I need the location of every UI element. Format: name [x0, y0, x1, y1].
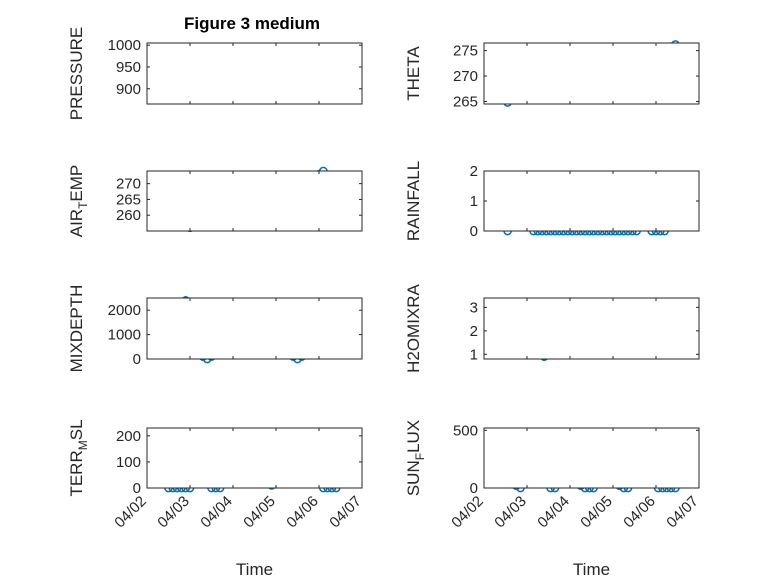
y-axis-label: AIRTEMP	[67, 165, 90, 238]
y-tick-label: 500	[453, 422, 478, 439]
axes-box	[146, 42, 363, 105]
y-tick-label: 0	[133, 480, 141, 497]
y-tick-label: 270	[453, 68, 478, 85]
x-tick-label: 04/07	[663, 493, 702, 532]
axes-box	[146, 170, 363, 232]
axes-box	[483, 42, 700, 105]
y-axis-label: THETA	[404, 46, 423, 101]
y-tick-label: 2000	[108, 302, 141, 319]
x-tick-label: 04/05	[240, 493, 279, 532]
y-tick-label: 1000	[108, 327, 141, 344]
x-tick-label: 04/06	[283, 493, 322, 532]
x-tick-label: 04/02	[448, 493, 487, 532]
axes-box	[483, 170, 700, 232]
y-tick-label: 265	[116, 191, 141, 208]
x-axis-label: Time	[573, 560, 610, 579]
y-axis-label: PRESSURE	[67, 27, 86, 121]
figure-title: Figure 3 medium	[184, 14, 320, 33]
axes-box	[483, 297, 700, 360]
x-axis-label: Time	[236, 560, 273, 579]
y-axis-label: SUNFLUX	[404, 420, 427, 496]
axes-box	[146, 297, 363, 360]
y-tick-label: 270	[116, 176, 141, 193]
x-tick-label: 04/03	[491, 493, 530, 532]
x-tick-label: 04/06	[620, 493, 659, 532]
y-tick-label: 1	[470, 346, 478, 363]
y-tick-label: 275	[453, 43, 478, 60]
x-tick-label: 04/04	[197, 493, 236, 532]
y-tick-label: 3	[470, 299, 478, 316]
y-tick-label: 2	[470, 163, 478, 180]
x-tick-label: 04/03	[154, 493, 193, 532]
panel-terr-msl: 0 100 200 04/02 04/03 04/04 04/05 04/06 04/07 Tim…	[67, 419, 365, 579]
y-axis-label: MIXDEPTH	[67, 285, 86, 373]
panel-theta: 265 270 275 THETA	[404, 40, 700, 110]
y-tick-label: 2	[470, 323, 478, 340]
y-tick-label: 900	[116, 81, 141, 98]
y-tick-label: 0	[470, 480, 478, 497]
y-axis-label: RAINFALL	[404, 161, 423, 241]
y-tick-label: 265	[453, 93, 478, 110]
axes-box	[146, 427, 363, 489]
panel-pressure: 900 950 1000 PRESSURE	[67, 27, 363, 121]
panel-h2omixra: 1 2 3 H2OMIXRA	[404, 283, 700, 373]
panel-rainfall: 0 1 2 RAINFALL	[404, 161, 700, 241]
y-tick-label: 950	[116, 59, 141, 76]
y-tick-label: 260	[116, 207, 141, 224]
y-tick-label: 100	[116, 454, 141, 471]
y-tick-label: 0	[470, 223, 478, 240]
axes-box	[483, 427, 700, 489]
x-tick-label: 04/05	[577, 493, 616, 532]
y-tick-label: 1000	[108, 37, 141, 54]
y-axis-label: H2OMIXRA	[404, 283, 423, 372]
x-tick-label: 04/04	[534, 493, 573, 532]
x-tick-label: 04/07	[326, 493, 365, 532]
y-tick-label: 1	[470, 193, 478, 210]
panel-mixdepth: 0 1000 2000 MIXDEPTH	[67, 285, 363, 373]
x-tick-label: 04/02	[111, 493, 150, 532]
y-axis-label: TERRMSL	[67, 419, 90, 496]
panel-sun-flux: 0 500 04/02 04/03 04/04 04/05 04/06 04/07 Time SU…	[404, 420, 702, 579]
y-tick-label: 0	[133, 351, 141, 368]
y-tick-label: 200	[116, 428, 141, 445]
